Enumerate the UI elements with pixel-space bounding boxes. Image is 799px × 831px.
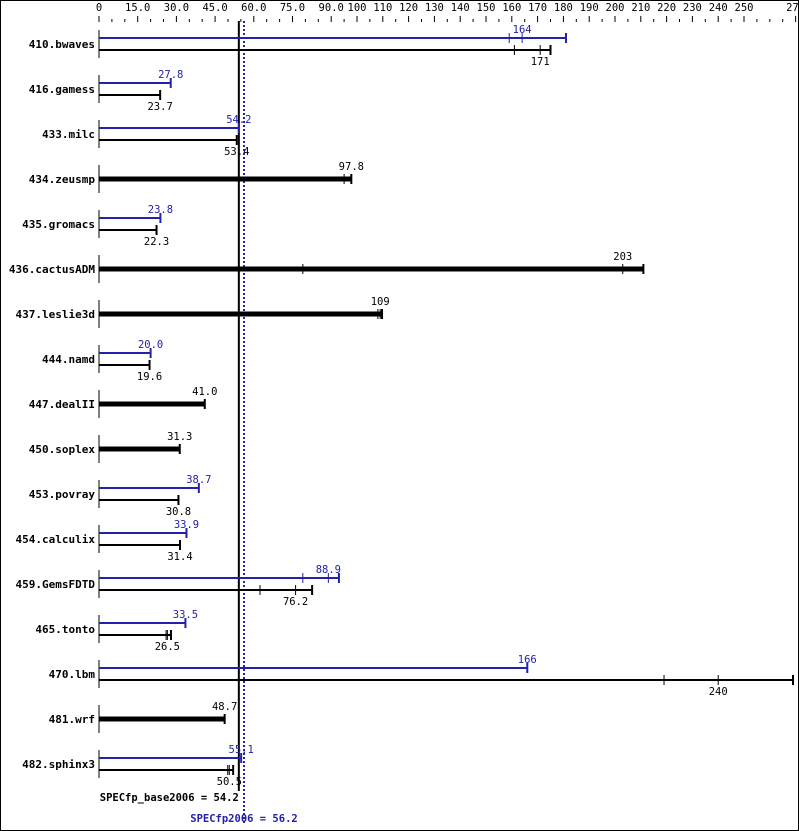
peak-mean-label: SPECfp2006 = 56.2 — [190, 813, 297, 825]
benchmark-label: 444.namd — [42, 353, 95, 366]
x-tick-label: 160 — [502, 2, 521, 14]
base-value-label: 203 — [613, 251, 632, 263]
base-value-label: 23.7 — [147, 101, 172, 113]
x-tick-label: 130 — [425, 2, 444, 14]
peak-value-label: 166 — [518, 654, 537, 666]
benchmark-label: 433.milc — [42, 128, 95, 141]
benchmark-label: 465.tonto — [35, 623, 95, 636]
base-value-label: 109 — [371, 296, 390, 308]
benchmark-label: 434.zeusmp — [29, 173, 96, 186]
x-tick-label: 180 — [554, 2, 573, 14]
x-tick-label: 220 — [657, 2, 676, 14]
x-tick-label: 210 — [631, 2, 650, 14]
base-value-label: 76.2 — [283, 596, 308, 608]
base-value-label: 31.4 — [167, 551, 192, 563]
x-tick-label: 60.0 — [241, 2, 266, 14]
x-tick-label: 120 — [399, 2, 418, 14]
x-tick-label: 170 — [528, 2, 547, 14]
base-mean-label: SPECfp_base2006 = 54.2 — [100, 792, 239, 804]
benchmark-label: 447.dealII — [29, 398, 95, 411]
base-value-label: 240 — [709, 686, 728, 698]
benchmark-label: 450.soplex — [29, 443, 96, 456]
base-value-label: 22.3 — [144, 236, 169, 248]
base-value-label: 48.7 — [212, 701, 237, 713]
x-tick-label: 90.0 — [319, 2, 344, 14]
x-tick-label: 140 — [451, 2, 470, 14]
peak-value-label: 33.9 — [174, 519, 199, 531]
peak-value-label: 55.1 — [229, 744, 254, 756]
x-tick-label: 75.0 — [280, 2, 305, 14]
x-tick-label: 190 — [580, 2, 599, 14]
x-tick-label: 270 — [786, 2, 799, 14]
base-value-label: 97.8 — [339, 161, 364, 173]
base-value-label: 41.0 — [192, 386, 217, 398]
peak-value-label: 23.8 — [148, 204, 173, 216]
benchmark-label: 453.povray — [29, 488, 96, 501]
base-value-label: 30.8 — [166, 506, 191, 518]
peak-value-label: 164 — [513, 24, 532, 36]
base-value-label: 53.4 — [224, 146, 249, 158]
peak-value-label: 20.0 — [138, 339, 163, 351]
x-tick-label: 0 — [96, 2, 102, 14]
peak-value-label: 88.9 — [316, 564, 341, 576]
base-value-label: 26.5 — [155, 641, 180, 653]
x-tick-label: 110 — [373, 2, 392, 14]
x-tick-label: 240 — [709, 2, 728, 14]
x-tick-label: 230 — [683, 2, 702, 14]
base-value-label: 31.3 — [167, 431, 192, 443]
x-tick-label: 150 — [477, 2, 496, 14]
benchmark-label: 470.lbm — [49, 668, 96, 681]
benchmark-label: 437.leslie3d — [16, 308, 95, 321]
benchmark-label: 454.calculix — [16, 533, 96, 546]
base-value-label: 50.5 — [217, 776, 242, 788]
x-tick-label: 200 — [606, 2, 625, 14]
benchmark-label: 481.wrf — [49, 713, 95, 726]
benchmark-label: 416.gamess — [29, 83, 95, 96]
base-value-label: 171 — [531, 56, 550, 68]
x-tick-label: 45.0 — [202, 2, 227, 14]
base-value-label: 19.6 — [137, 371, 162, 383]
peak-value-label: 54.2 — [226, 114, 251, 126]
benchmark-label: 436.cactusADM — [9, 263, 95, 276]
benchmark-label: 482.sphinx3 — [22, 758, 95, 771]
x-tick-label: 250 — [735, 2, 754, 14]
peak-value-label: 27.8 — [158, 69, 183, 81]
peak-value-label: 33.5 — [173, 609, 198, 621]
x-tick-label: 100 — [348, 2, 367, 14]
x-tick-label: 30.0 — [164, 2, 189, 14]
x-tick-label: 15.0 — [125, 2, 150, 14]
benchmark-label: 435.gromacs — [22, 218, 95, 231]
benchmark-label: 459.GemsFDTD — [16, 578, 96, 591]
peak-value-label: 38.7 — [186, 474, 211, 486]
benchmark-label: 410.bwaves — [29, 38, 95, 51]
